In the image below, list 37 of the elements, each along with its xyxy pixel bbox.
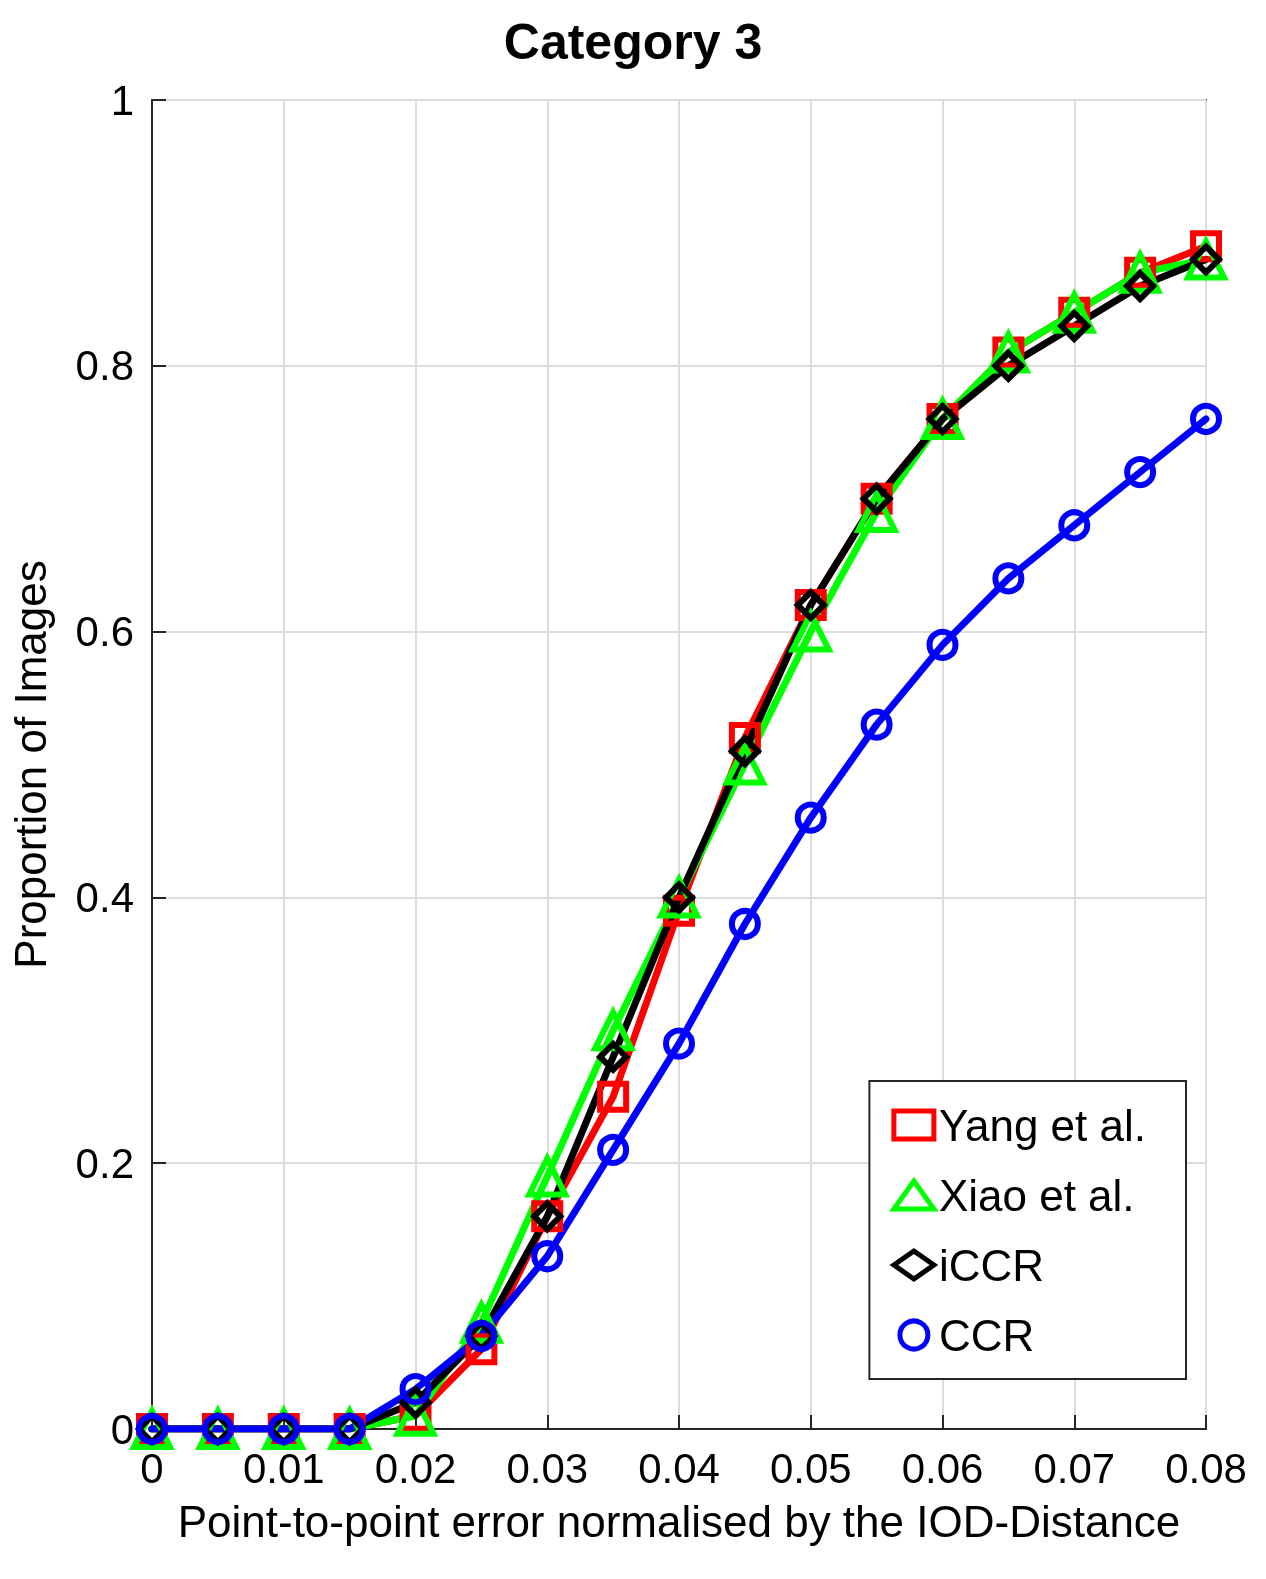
- point: [597, 1133, 630, 1166]
- x-tick-label: 0.05: [769, 1444, 852, 1492]
- point: [853, 490, 900, 533]
- point: [663, 1027, 695, 1060]
- point: [992, 562, 1025, 595]
- point: [728, 907, 761, 940]
- x-tick-label: 0.04: [638, 1444, 720, 1492]
- y-tick-label: 0.8: [75, 342, 134, 390]
- x-tick-label: 0.03: [506, 1444, 589, 1492]
- point: [1124, 456, 1157, 489]
- legend-label: iCCR: [938, 1240, 1044, 1290]
- point: [597, 1080, 630, 1113]
- x-tick-label: 0.02: [374, 1444, 457, 1492]
- point: [860, 708, 893, 741]
- legend-label: CCR: [938, 1310, 1035, 1360]
- x-tick-label: 0.07: [1033, 1444, 1116, 1492]
- y-tick-label: 0.4: [75, 873, 134, 921]
- point: [531, 1240, 564, 1273]
- x-axis-title: Point-to-point error normalised by the IOD-Distance: [177, 1496, 1181, 1546]
- point: [1058, 509, 1091, 542]
- y-tick-label: 1: [110, 76, 134, 124]
- point: [399, 1373, 432, 1406]
- y-tick-label: 0.6: [75, 608, 134, 656]
- point: [1190, 402, 1222, 435]
- point: [597, 1040, 630, 1073]
- chart-title: Category 3: [503, 14, 763, 70]
- x-tick-label: 0.06: [901, 1444, 984, 1492]
- legend-label: Yang et al.: [938, 1100, 1146, 1150]
- x-tick-label: 0: [140, 1444, 164, 1492]
- point: [794, 801, 827, 834]
- y-tick-label: 0: [110, 1405, 134, 1453]
- legend-label: Xiao et al.: [938, 1170, 1135, 1220]
- x-tick-label: 0.01: [242, 1444, 325, 1492]
- y-axis-title: Proportion of Images: [5, 560, 55, 969]
- point: [926, 628, 959, 661]
- x-tick-label: 0.08: [1165, 1444, 1247, 1492]
- y-tick-label: 0.2: [75, 1139, 134, 1187]
